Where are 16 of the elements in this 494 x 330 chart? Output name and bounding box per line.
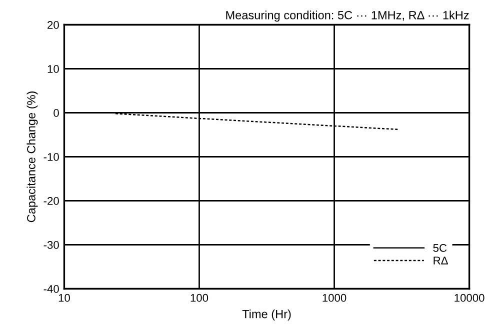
y-tick-label: 20 xyxy=(48,21,59,29)
x-axis-title: Time (Hr) xyxy=(242,310,291,321)
legend-label: 5C xyxy=(433,244,447,252)
y-tick-label: -30 xyxy=(44,241,59,249)
y-tick-label: -20 xyxy=(44,197,59,205)
y-tick-label: -40 xyxy=(44,285,59,293)
x-tick-label: 1000 xyxy=(322,294,346,302)
x-tick-label: 10 xyxy=(58,294,70,302)
x-tick-label: 100 xyxy=(190,294,208,302)
y-tick-label: 10 xyxy=(48,65,59,73)
y-axis-title: Capacitance Change (%) xyxy=(26,92,38,222)
chart-title: Measuring condition: 5C ··· 1MHz, RΔ ··· 1kHz xyxy=(226,10,469,22)
y-tick-label: 0 xyxy=(54,109,59,117)
y-tick-label: -10 xyxy=(44,153,59,161)
legend-label: RΔ xyxy=(434,256,448,264)
x-tick-label: 10000 xyxy=(454,294,484,302)
